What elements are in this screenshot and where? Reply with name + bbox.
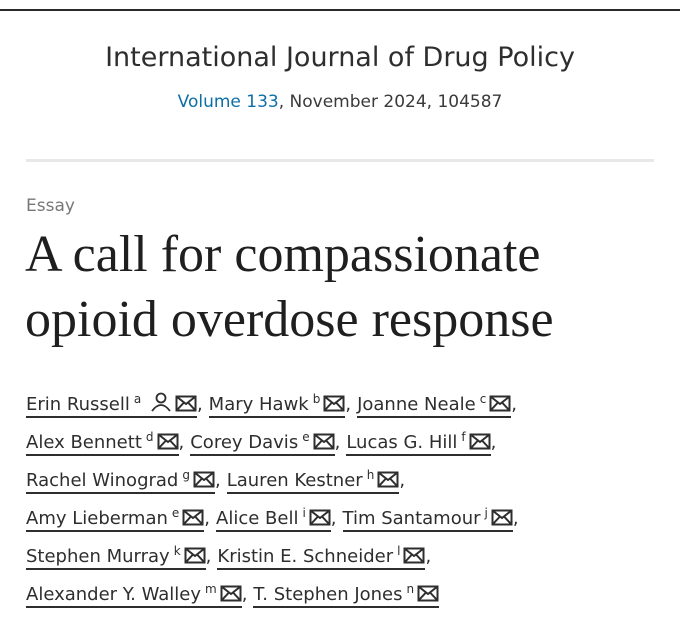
author[interactable]: Kristin E. Schneider l — [217, 544, 426, 570]
author[interactable]: Alexander Y. Walley m — [26, 582, 242, 608]
author-name: Lucas G. Hill — [346, 432, 458, 453]
separator: , — [204, 508, 211, 529]
author[interactable]: Stephen Murray k — [26, 544, 206, 570]
affiliation: d — [145, 430, 154, 444]
author[interactable]: Amy Lieberman e — [26, 506, 205, 532]
author[interactable]: Joanne Neale c — [357, 392, 512, 418]
author-name: Stephen Murray — [26, 546, 170, 567]
article-type: Essay — [26, 196, 75, 216]
author-name: Rachel Winograd — [26, 470, 179, 491]
author[interactable]: Lauren Kestner h — [226, 468, 400, 494]
author[interactable]: Corey Davis e — [190, 430, 335, 456]
separator: , — [334, 432, 341, 453]
author[interactable]: Erin Russell a — [26, 392, 197, 418]
separator: , — [345, 394, 352, 415]
mail-icon — [491, 509, 513, 526]
author[interactable]: Mary Hawk b — [208, 392, 346, 418]
mail-icon — [193, 471, 215, 488]
mail-icon — [417, 585, 439, 602]
author-name: Corey Davis — [190, 432, 299, 453]
mail-icon — [377, 471, 399, 488]
author[interactable]: Alex Bennett d — [26, 430, 179, 456]
separator: , — [330, 508, 337, 529]
author-name: Erin Russell — [26, 394, 130, 415]
title-line: opioid overdose response — [25, 291, 554, 348]
affiliation: a — [133, 392, 142, 406]
affiliation: b — [312, 392, 321, 406]
affiliation: f — [461, 430, 466, 444]
mail-icon — [157, 433, 178, 450]
mail-icon — [489, 395, 511, 412]
author-line: Erin Russell a , Mary Hawk b, Joanne Neale c, — [26, 386, 525, 424]
author-line: Rachel Winograd g, Lauren Kestner h, — [26, 462, 525, 500]
volume-link[interactable]: Volume 133 — [177, 92, 279, 112]
mail-icon — [323, 395, 345, 412]
separator: , — [511, 394, 518, 415]
separator: , — [214, 470, 221, 491]
author-name: Joanne Neale — [357, 394, 476, 415]
issue-line: Volume 133, November 2024, 104587 — [0, 92, 680, 112]
author-line: Alex Bennett d, Corey Davis e, Lucas G. Hill… — [26, 424, 525, 462]
title-line: A call for compassionate — [25, 226, 541, 283]
divider — [26, 159, 654, 162]
separator: , — [205, 546, 212, 567]
author[interactable]: Alice Bell i — [216, 506, 331, 532]
affiliation: g — [182, 468, 190, 482]
author[interactable]: Rachel Winograd g — [26, 468, 215, 494]
author-list: Erin Russell a , Mary Hawk b, Joanne Neale c,… — [26, 386, 525, 614]
author-name: Tim Santamour — [342, 508, 481, 529]
affiliation: k — [173, 544, 181, 558]
mail-icon — [309, 509, 331, 526]
affiliation: l — [397, 544, 401, 558]
separator: , — [196, 394, 203, 415]
affiliation: e — [171, 506, 180, 520]
author-name: Mary Hawk — [208, 394, 309, 415]
separator: , — [178, 432, 185, 453]
separator: , — [490, 432, 497, 453]
author-name: Kristin E. Schneider — [217, 546, 394, 567]
affiliation: j — [484, 506, 488, 520]
mail-icon — [403, 547, 425, 564]
mail-icon — [175, 395, 197, 412]
mail-icon — [313, 433, 335, 450]
separator: , — [425, 546, 432, 567]
issue-info: , November 2024, 104587 — [278, 92, 503, 112]
author-name: Alexander Y. Walley — [26, 584, 201, 605]
author-name: Lauren Kestner — [226, 470, 363, 491]
author[interactable]: T. Stephen Jones n — [253, 582, 440, 608]
author-name: Alex Bennett — [26, 432, 142, 453]
mail-icon — [182, 509, 204, 526]
affiliation: i — [302, 506, 306, 520]
separator: , — [512, 508, 519, 529]
affiliation: m — [204, 582, 217, 596]
separator: , — [399, 470, 406, 491]
affiliation: c — [479, 392, 487, 406]
affiliation: h — [366, 468, 375, 482]
mail-icon — [220, 585, 242, 602]
mail-icon — [469, 433, 491, 450]
article-title: A call for compassionate opioid overdose … — [25, 222, 554, 352]
top-border — [0, 9, 680, 11]
journal-title[interactable]: International Journal of Drug Policy — [105, 42, 575, 73]
affiliation: n — [406, 582, 415, 596]
affiliation: e — [302, 430, 310, 444]
author[interactable]: Lucas G. Hill f — [346, 430, 491, 456]
author-name: T. Stephen Jones — [253, 584, 403, 605]
author-line: Amy Lieberman e, Alice Bell i, Tim Santamour… — [26, 500, 525, 538]
author[interactable]: Tim Santamour j — [342, 506, 513, 532]
person-icon — [151, 392, 171, 412]
author-name: Alice Bell — [216, 508, 299, 529]
author-line: Alexander Y. Walley m, T. Stephen Jones n — [26, 576, 525, 614]
separator: , — [241, 584, 248, 605]
author-name: Amy Lieberman — [26, 508, 168, 529]
mail-icon — [184, 547, 206, 564]
author-line: Stephen Murray k, Kristin E. Schneider l, — [26, 538, 525, 576]
